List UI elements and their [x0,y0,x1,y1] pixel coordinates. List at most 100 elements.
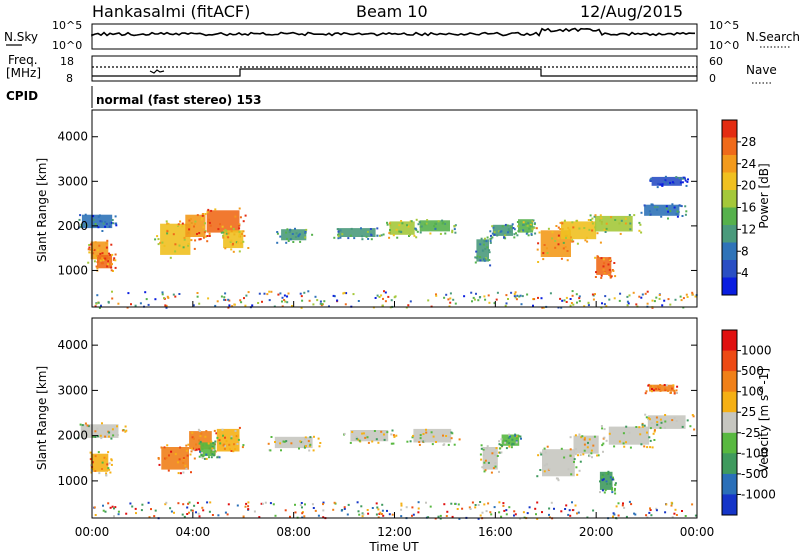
velocity-echo-dot [97,451,100,454]
velocity-speckle [135,512,137,515]
velocity-speckle [303,515,306,518]
power-echo-dot [530,233,533,236]
velocity-speckle [411,506,414,509]
power-speckle [565,301,568,303]
velocity-speckle [264,501,267,504]
velocity-echo-cell [608,426,650,445]
power-echo-dot [224,247,227,250]
velocity-speckle [242,515,245,518]
velocity-echo-dot [520,437,522,440]
velocity-speckle [294,503,296,506]
velocity-echo-dot [676,385,679,388]
power-speckle [542,306,545,309]
power-echo-dot [98,214,101,217]
velocity-echo-dot [178,458,181,461]
velocity-echo-dot [590,452,593,455]
power-speckle [638,295,641,298]
velocity-echo-dot [646,431,648,434]
power-echo-dot [680,205,683,208]
power-speckle [578,295,581,298]
power-speckle [100,304,102,307]
velocity-speckle [311,503,314,506]
velocity-echo-dot [486,447,488,450]
power-speckle [352,293,355,296]
power-echo-dot [603,228,606,231]
power-echo-dot [454,224,457,227]
velocity-speckle [102,504,104,507]
power-echo-dot [572,240,575,243]
velocity-echo-dot [89,458,92,461]
velocity-echo-dot [393,435,396,438]
power-echo-dot [528,227,531,230]
velocity-echo-dot [653,430,656,433]
power-echo-dot [537,261,540,263]
power-echo-dot [578,227,581,230]
velocity-speckle [379,511,382,514]
velocity-echo-dot [110,463,113,466]
power-echo-dot [193,247,196,250]
power-echo-dot [566,250,569,252]
velocity-echo-dot [480,444,483,447]
power-echo-dot [174,250,177,253]
velocity-ylabel: Slant Range [km] [35,366,49,470]
velocity-echo-dot [499,444,502,446]
velocity-echo-dot [588,438,591,441]
power-echo-dot [220,231,223,234]
velocity-echo-dot [274,441,276,443]
power-echo-dot [227,236,230,239]
power-speckle [328,305,330,308]
velocity-echo-dot [355,437,358,440]
velocity-echo-dot [269,449,272,452]
velocity-echo-dot [656,423,659,426]
power-speckle [299,292,302,295]
power-speckle [449,301,452,304]
velocity-speckle [526,512,529,515]
power-speckle [224,299,227,301]
velocity-speckle [388,513,391,516]
velocity-speckle [625,515,628,518]
velocity-echo-dot [650,390,653,393]
power-echo-dot [238,235,241,238]
power-speckle [270,290,273,293]
power-echo-dot [388,222,391,225]
velocity-speckle [304,503,306,506]
power-speckle [227,298,230,301]
velocity-echo-dot [406,440,409,443]
velocity-echo-dot [377,441,380,444]
power-echo-dot [489,238,492,241]
power-echo-dot [444,222,447,225]
power-echo-dot [594,226,597,229]
power-echo-dot [200,217,203,220]
power-speckle [300,295,303,298]
power-echo-dot [198,232,201,234]
power-echo-dot [650,177,653,180]
power-echo-dot [242,230,245,233]
power-speckle [277,293,280,296]
power-echo-dot [454,231,457,234]
power-speckle [107,301,110,304]
power-echo-dot [491,232,494,235]
power-colorbar-segment [722,155,737,173]
velocity-speckle [621,504,624,507]
velocity-speckle [347,503,350,506]
velocity-echo-dot [186,454,189,457]
velocity-echo-dot [651,446,654,449]
power-echo-dot [166,232,169,235]
power-echo-dot [111,263,113,266]
velocity-speckle [673,512,676,515]
power-echo-dot [202,213,205,215]
velocity-speckle [164,503,167,506]
power-echo-dot [511,223,514,226]
velocity-speckle [224,511,227,514]
velocity-echo-dot [390,442,393,445]
velocity-echo-dot [217,455,220,458]
velocity-speckle [534,507,537,510]
velocity-echo-dot [409,440,412,443]
velocity-echo-dot [198,455,201,458]
power-speckle [223,296,226,299]
power-speckle [510,291,513,294]
power-echo-dot [484,258,487,261]
velocity-echo-dot [216,456,219,459]
power-echo-dot [451,229,454,232]
velocity-echo-dot [201,452,203,454]
